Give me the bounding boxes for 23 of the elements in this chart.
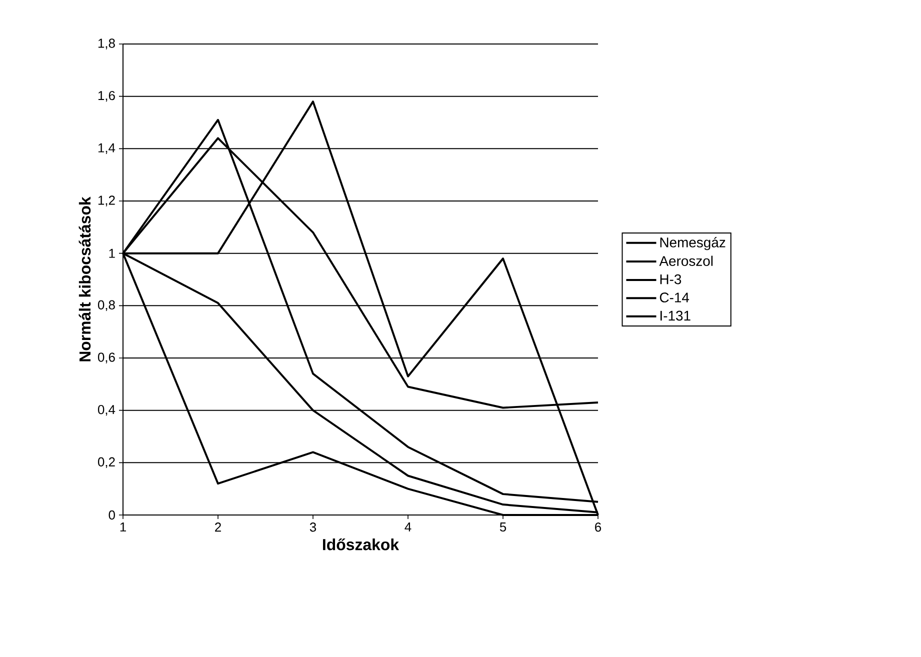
- y-tick-label: 0,8: [98, 300, 115, 312]
- y-tick-label: 1: [109, 248, 115, 258]
- legend-label: Nemesgáz: [660, 236, 726, 250]
- y-tick-label: 0,4: [98, 404, 116, 416]
- y-tick-label: 0,6: [98, 352, 115, 364]
- x-axis-title: Időszakok: [323, 538, 400, 550]
- legend-label: C-14: [660, 292, 690, 302]
- x-tick-label: 3: [310, 522, 316, 532]
- y-tick-label: 1,2: [98, 196, 115, 206]
- x-tick-label: 4: [404, 522, 412, 532]
- y-tick-label: 1,4: [98, 143, 116, 154]
- y-tick-label: 1,6: [98, 90, 115, 102]
- y-tick-label: 1,8: [98, 38, 115, 50]
- x-tick-label: 2: [215, 522, 221, 532]
- y-axis-title: Normált kibocsátások: [78, 196, 91, 362]
- y-tick-label: 0,2: [98, 457, 115, 468]
- x-tick-label: 1: [120, 522, 126, 532]
- x-tick-label: 5: [500, 522, 506, 532]
- y-tick-label: 0: [108, 510, 115, 520]
- legend-label: I-131: [660, 310, 690, 321]
- legend-label: Aeroszol: [659, 256, 713, 266]
- legend-label: H-3: [660, 274, 682, 284]
- x-tick-label: 6: [595, 522, 602, 532]
